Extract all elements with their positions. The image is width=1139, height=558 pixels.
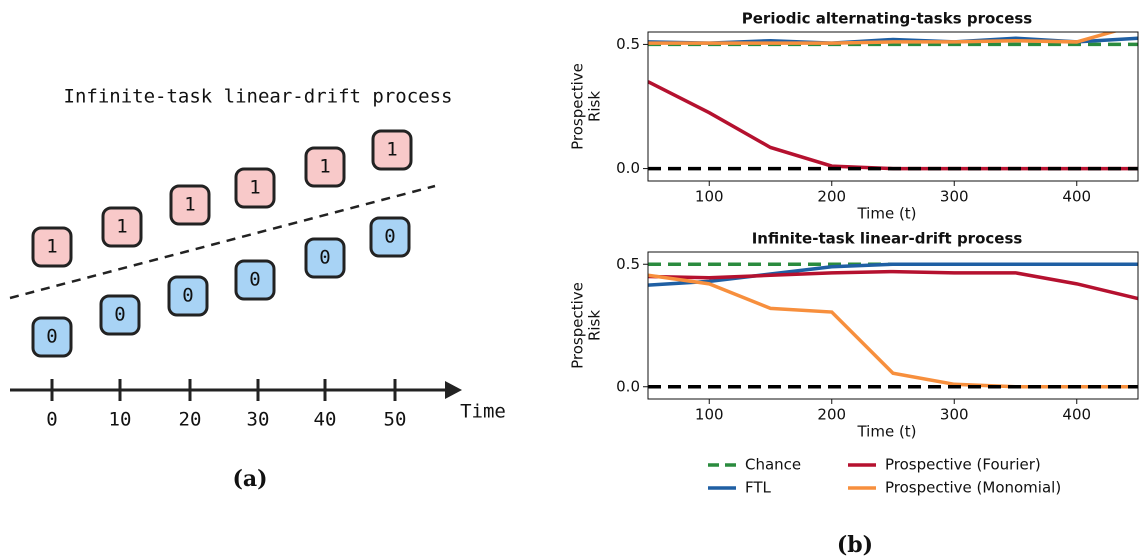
series-line <box>648 262 1138 287</box>
lower-box <box>234 259 276 301</box>
plot-frame <box>647 251 1139 400</box>
axis-arrow <box>445 381 462 399</box>
panel-a-title: Infinite-task linear-drift process <box>64 86 453 108</box>
upper-box-label: 1 <box>184 194 195 216</box>
lower-box <box>31 316 73 358</box>
y-tick-label: 0.0 <box>616 377 640 395</box>
x-axis-label: Time (t) <box>856 205 916 223</box>
x-tick-label: 400 <box>1062 188 1091 206</box>
upper-box <box>304 146 346 188</box>
lower-box-label: 0 <box>114 304 125 326</box>
upper-box-label: 1 <box>249 177 260 199</box>
time-tick-label: 0 <box>46 409 57 431</box>
caption-b: (b) <box>837 532 873 558</box>
time-tick-label: 50 <box>384 409 407 431</box>
lower-box <box>167 275 209 317</box>
legend-label: FTL <box>745 479 772 497</box>
x-tick-label: 100 <box>695 406 724 424</box>
panel-a: Infinite-task linear-drift process Time … <box>9 86 506 492</box>
x-tick-label: 200 <box>817 188 846 206</box>
series-line <box>648 269 1139 301</box>
upper-box <box>101 206 143 248</box>
y-axis-label: Risk <box>586 91 604 122</box>
upper-box <box>31 226 73 268</box>
lower-box-label: 0 <box>384 226 395 248</box>
y-axis-label: Risk <box>586 310 604 341</box>
y-tick-label: 0.5 <box>616 255 640 273</box>
y-axis-label: Prospective <box>569 63 587 150</box>
y-tick-label: 0.0 <box>616 159 640 177</box>
upper-box-label: 1 <box>116 216 127 238</box>
series-line <box>648 273 1138 389</box>
chart-title: Infinite-task linear-drift process <box>752 230 1023 248</box>
legend-label: Prospective (Monomial) <box>885 479 1061 497</box>
series-line <box>648 80 1138 171</box>
lower-box <box>99 294 141 336</box>
upper-box <box>169 184 211 226</box>
time-tick-label: 40 <box>314 409 337 431</box>
legend-label: Chance <box>745 456 801 474</box>
y-axis-label: Prospective <box>569 282 587 369</box>
lower-box-label: 0 <box>319 247 330 269</box>
lower-box-label: 0 <box>249 269 260 291</box>
x-tick-label: 300 <box>940 406 969 424</box>
y-tick-label: 0.5 <box>616 35 640 53</box>
x-tick-label: 200 <box>817 406 846 424</box>
caption-a: (a) <box>232 466 267 492</box>
x-tick-label: 100 <box>695 188 724 206</box>
x-tick-label: 300 <box>940 188 969 206</box>
chart-title: Periodic alternating-tasks process <box>742 10 1033 28</box>
legend-label: Prospective (Fourier) <box>885 456 1041 474</box>
upper-box-label: 1 <box>386 139 397 161</box>
x-axis-label: Time (t) <box>856 423 916 441</box>
upper-box-label: 1 <box>46 236 57 258</box>
time-tick-label: 10 <box>109 409 132 431</box>
time-tick-label: 20 <box>179 409 202 431</box>
plot-frame <box>647 31 1139 182</box>
axis-label: Time <box>460 401 506 423</box>
upper-box <box>234 167 276 209</box>
upper-box <box>371 129 413 171</box>
lower-box <box>304 237 346 279</box>
upper-box-label: 1 <box>319 156 330 178</box>
lower-box-label: 0 <box>182 285 193 307</box>
lower-box <box>369 216 411 258</box>
series-line <box>648 32 1119 45</box>
x-tick-label: 400 <box>1062 406 1091 424</box>
time-tick-label: 30 <box>247 409 270 431</box>
lower-box-label: 0 <box>46 326 57 348</box>
